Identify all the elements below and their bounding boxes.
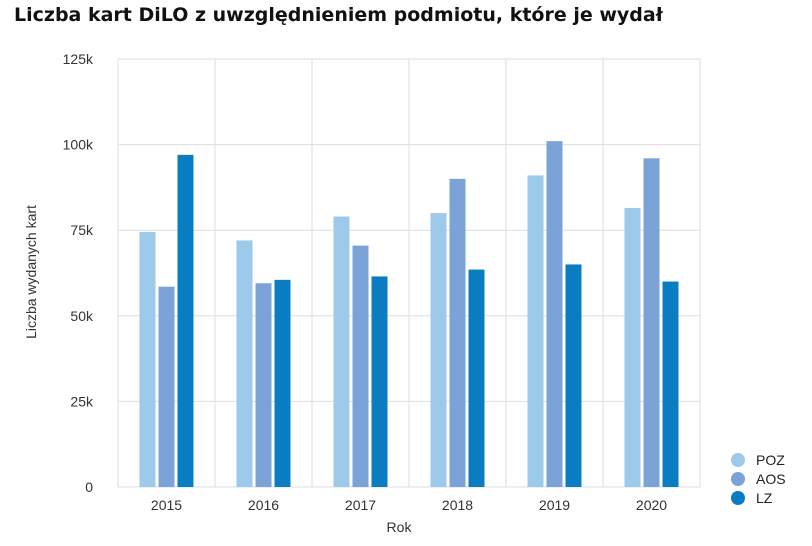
bars	[139, 141, 679, 487]
chart-title: Liczba kart DiLO z uwzględnieniem podmio…	[14, 4, 663, 26]
legend-label-lz: LZ	[756, 490, 773, 506]
y-tick-label: 50k	[70, 308, 94, 324]
bar-poz-2019	[527, 175, 544, 487]
bar-poz-2017	[333, 216, 350, 487]
y-tick-label: 25k	[70, 393, 94, 409]
y-axis-ticks: 0 25k 50k 75k 100k 125k	[63, 51, 94, 495]
bar-poz-2015	[139, 231, 156, 487]
bar-poz-2016	[236, 240, 253, 487]
bar-aos-2017	[352, 245, 369, 487]
bar-lz-2019	[565, 264, 582, 487]
bar-poz-2020	[624, 207, 641, 487]
bar-lz-2017	[371, 276, 388, 487]
bar-aos-2019	[546, 141, 563, 487]
x-tick-label: 2017	[345, 497, 376, 513]
legend: POZ AOS LZ	[731, 452, 786, 506]
bar-lz-2016	[274, 279, 291, 487]
bar-lz-2018	[468, 269, 485, 487]
x-axis-ticks: 2015 2016 2017 2018 2019 2020	[151, 497, 667, 513]
legend-marker-aos	[731, 472, 745, 486]
bar-aos-2020	[643, 158, 660, 487]
legend-marker-lz	[731, 491, 745, 505]
x-tick-label: 2018	[442, 497, 473, 513]
bar-poz-2018	[430, 213, 447, 487]
grid-lines	[117, 58, 701, 488]
bar-lz-2015	[177, 154, 194, 487]
y-tick-label: 100k	[63, 137, 94, 153]
y-axis-label: Liczba wydanych kart	[23, 205, 39, 339]
legend-label-poz: POZ	[756, 452, 785, 468]
bar-aos-2015	[158, 286, 175, 487]
x-tick-label: 2016	[248, 497, 279, 513]
x-axis-label: Rok	[387, 519, 413, 535]
x-tick-label: 2019	[539, 497, 570, 513]
legend-marker-poz	[731, 453, 745, 467]
x-tick-label: 2020	[636, 497, 667, 513]
bar-lz-2020	[662, 281, 679, 487]
y-tick-label: 0	[85, 479, 93, 495]
bar-aos-2016	[255, 283, 272, 487]
y-tick-label: 75k	[70, 222, 94, 238]
x-tick-label: 2015	[151, 497, 182, 513]
y-tick-label: 125k	[63, 51, 94, 67]
bar-aos-2018	[449, 178, 466, 487]
legend-label-aos: AOS	[756, 471, 786, 487]
